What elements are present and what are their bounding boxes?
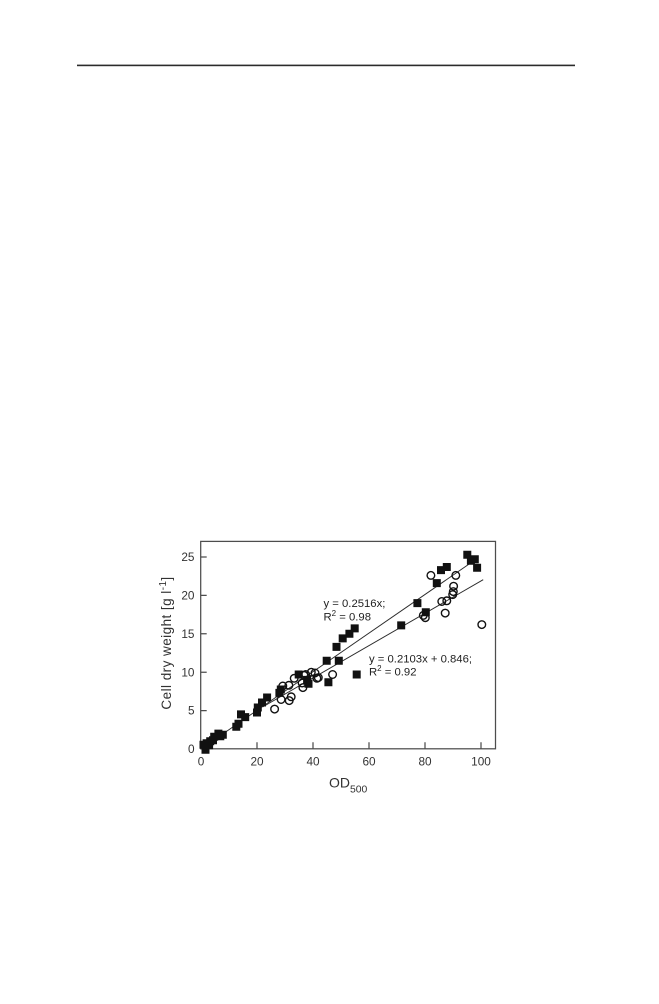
svg-text:10: 10 — [181, 665, 195, 679]
svg-text:0: 0 — [198, 755, 205, 769]
svg-text:5: 5 — [188, 704, 195, 718]
svg-text:40: 40 — [306, 755, 320, 769]
svg-text:y = 0.2103x + 0.846;: y = 0.2103x + 0.846; — [369, 653, 472, 665]
svg-text:60: 60 — [362, 755, 376, 769]
svg-text:80: 80 — [418, 755, 432, 769]
svg-text:15: 15 — [181, 627, 195, 641]
svg-text:20: 20 — [250, 755, 264, 769]
svg-text:20: 20 — [181, 589, 195, 603]
svg-text:R2 = 0.92: R2 = 0.92 — [369, 664, 417, 679]
svg-text:OD500: OD500 — [329, 775, 368, 796]
svg-text:25: 25 — [181, 550, 195, 564]
svg-text:y = 0.2516x;: y = 0.2516x; — [324, 598, 386, 610]
svg-text:100: 100 — [471, 755, 491, 769]
svg-text:0: 0 — [188, 742, 195, 756]
svg-text:R2 = 0.98: R2 = 0.98 — [324, 609, 372, 624]
svg-text:Cell dry weight [g l-1]: Cell dry weight [g l-1] — [158, 576, 174, 709]
